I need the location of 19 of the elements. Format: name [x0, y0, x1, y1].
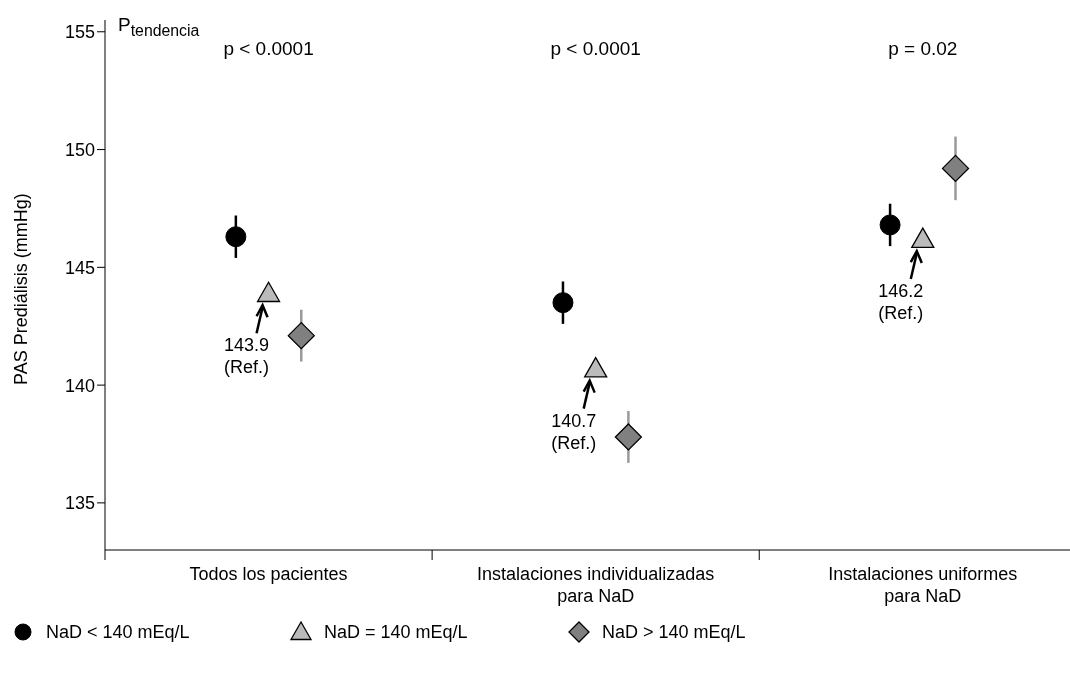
- y-tick-label: 135: [64, 493, 95, 514]
- data-label: 143.9 (Ref.): [224, 335, 270, 378]
- legend-label: NaD < 140 mEq/L: [46, 621, 190, 643]
- data-label: 146.2 (Ref.): [878, 281, 924, 324]
- x-tick-label: Instalaciones uniformes para NaD: [828, 564, 1018, 606]
- y-axis-title: PAS Prediálisis (mmHg): [11, 193, 32, 385]
- annotation: p < 0.0001: [550, 38, 641, 60]
- y-tick-label: 140: [64, 375, 95, 396]
- data-label: 140.7 (Ref.): [551, 410, 597, 453]
- legend-label: NaD > 140 mEq/L: [602, 621, 746, 643]
- annotation: P$_{tendencia}$: [118, 14, 200, 40]
- x-tick-label: Instalaciones individualizadas para NaD: [477, 564, 715, 606]
- y-tick-label: 155: [64, 22, 95, 43]
- annotation: p < 0.0001: [223, 38, 314, 60]
- annotation: p = 0.02: [888, 38, 958, 60]
- y-tick-label: 145: [64, 257, 95, 278]
- x-tick-label: Todos los pacientes: [189, 564, 348, 584]
- legend-label: NaD = 140 mEq/L: [324, 621, 468, 643]
- y-tick-label: 150: [64, 139, 95, 160]
